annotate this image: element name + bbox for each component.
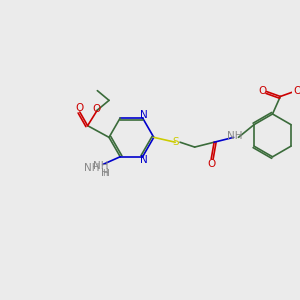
- Text: O: O: [294, 85, 300, 96]
- Text: O: O: [207, 159, 215, 169]
- Text: O: O: [259, 85, 267, 96]
- Text: NH: NH: [93, 161, 109, 172]
- Text: H: H: [101, 168, 109, 178]
- Text: N: N: [140, 110, 147, 120]
- Text: H: H: [102, 169, 109, 178]
- Text: N: N: [140, 155, 147, 165]
- Text: S: S: [173, 137, 179, 147]
- Text: NH: NH: [84, 164, 100, 173]
- Text: NH: NH: [227, 131, 242, 141]
- Text: O: O: [76, 103, 84, 113]
- Text: O: O: [92, 104, 100, 114]
